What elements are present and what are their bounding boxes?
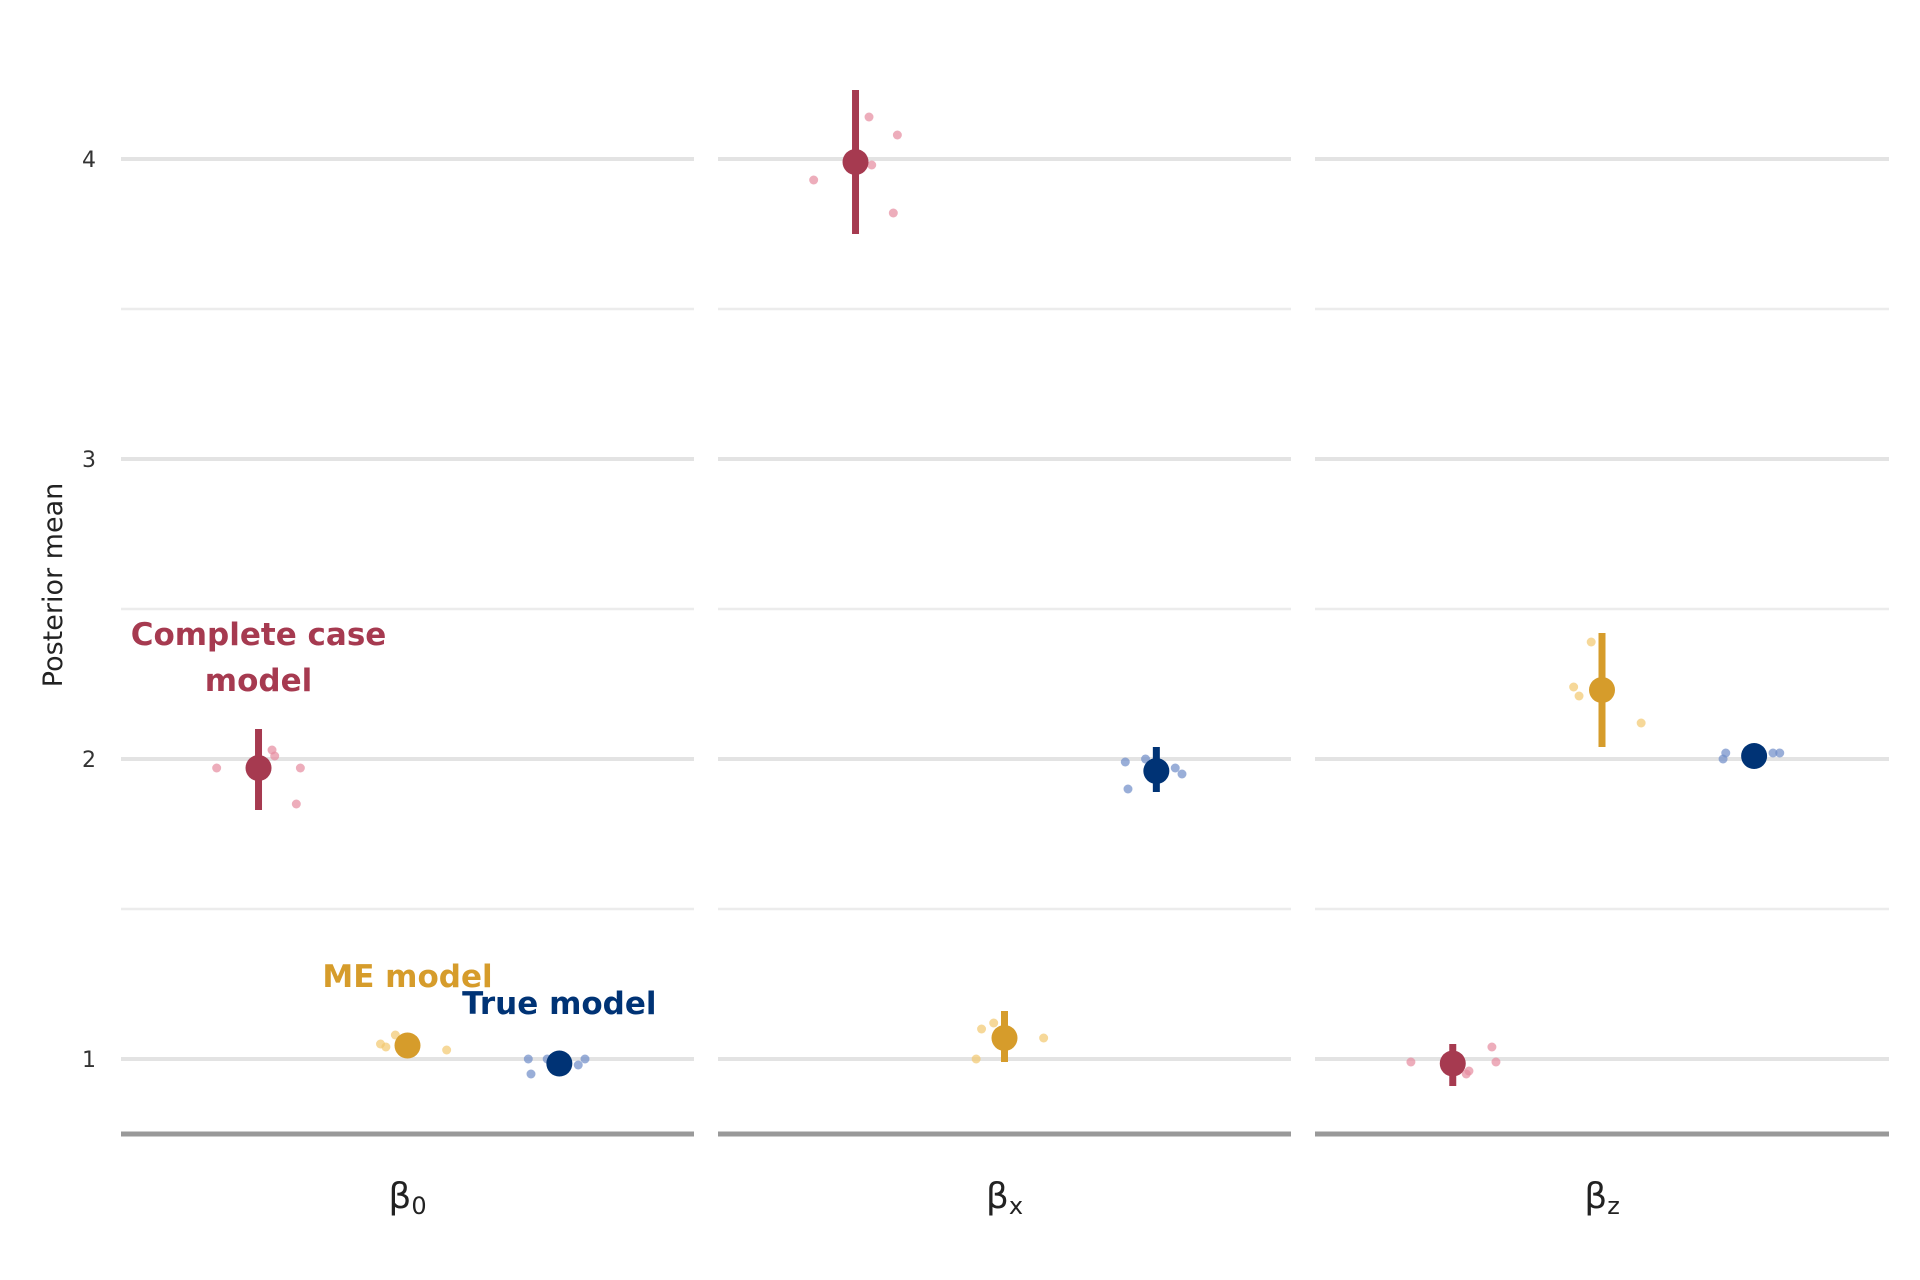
interval-bars: [255, 90, 1606, 1086]
mean-point: [1589, 677, 1615, 703]
mean-point: [1741, 743, 1768, 769]
simulation-point: [977, 1024, 987, 1034]
simulation-point: [212, 763, 222, 773]
mean-point: [1143, 758, 1170, 784]
simulation-point: [888, 208, 898, 218]
simulation-point: [1123, 784, 1133, 794]
y-axis-title: Posterior mean: [38, 483, 69, 687]
simulation-point: [573, 1060, 583, 1070]
y-tick-labels: 1 2 3 4: [82, 148, 96, 1073]
y-tick-label: 2: [82, 748, 96, 773]
simulation-point: [1039, 1033, 1049, 1043]
simulation-point: [291, 799, 301, 809]
simulation-point: [1120, 757, 1130, 767]
mean-points: [245, 149, 1768, 1077]
simulation-point: [892, 130, 902, 140]
simulation-point: [1586, 637, 1596, 647]
gridlines: [121, 157, 1889, 1137]
model-annotation: ME model: [322, 959, 492, 995]
simulation-point: [526, 1069, 536, 1079]
facet-labels: β0 βx βz: [388, 1176, 1619, 1220]
mean-point: [245, 755, 272, 781]
mean-point: [546, 1050, 573, 1077]
simulation-point: [1406, 1057, 1416, 1067]
simulation-point: [971, 1054, 981, 1064]
mean-point: [394, 1032, 421, 1059]
mean-point: [1439, 1050, 1466, 1077]
simulation-point: [580, 1054, 590, 1064]
model-annotation: model: [205, 663, 312, 699]
simulation-point: [270, 751, 280, 761]
mean-point: [991, 1025, 1018, 1051]
simulation-point: [1464, 1066, 1474, 1076]
facet-label: βx: [986, 1176, 1023, 1220]
simulation-point: [989, 1018, 999, 1028]
simulation-point: [295, 763, 305, 773]
simulation-point: [523, 1054, 533, 1064]
simulation-point: [1487, 1042, 1497, 1052]
simulation-point: [1775, 748, 1785, 758]
y-tick-label: 1: [82, 1048, 96, 1073]
simulation-point: [867, 160, 877, 170]
simulation-point: [1170, 763, 1180, 773]
facet-label: β0: [388, 1176, 426, 1220]
simulation-point: [1768, 748, 1778, 758]
y-tick-label: 3: [82, 448, 96, 473]
y-tick-label: 4: [82, 148, 96, 173]
simulation-point: [1574, 691, 1584, 701]
simulation-point: [1491, 1057, 1501, 1067]
simulation-point: [1721, 748, 1731, 758]
simulation-point: [381, 1042, 391, 1052]
simulation-point: [442, 1045, 452, 1055]
facet-label: βz: [1584, 1176, 1620, 1220]
simulation-point: [809, 175, 819, 185]
simulation-points: [212, 112, 1785, 1079]
model-annotation: True model: [462, 986, 656, 1022]
mean-point: [842, 149, 869, 175]
simulation-point: [1636, 718, 1646, 728]
simulation-point: [1177, 769, 1187, 779]
simulation-point: [1569, 682, 1579, 692]
simulation-point: [864, 112, 874, 122]
model-annotation: Complete case: [131, 617, 387, 653]
